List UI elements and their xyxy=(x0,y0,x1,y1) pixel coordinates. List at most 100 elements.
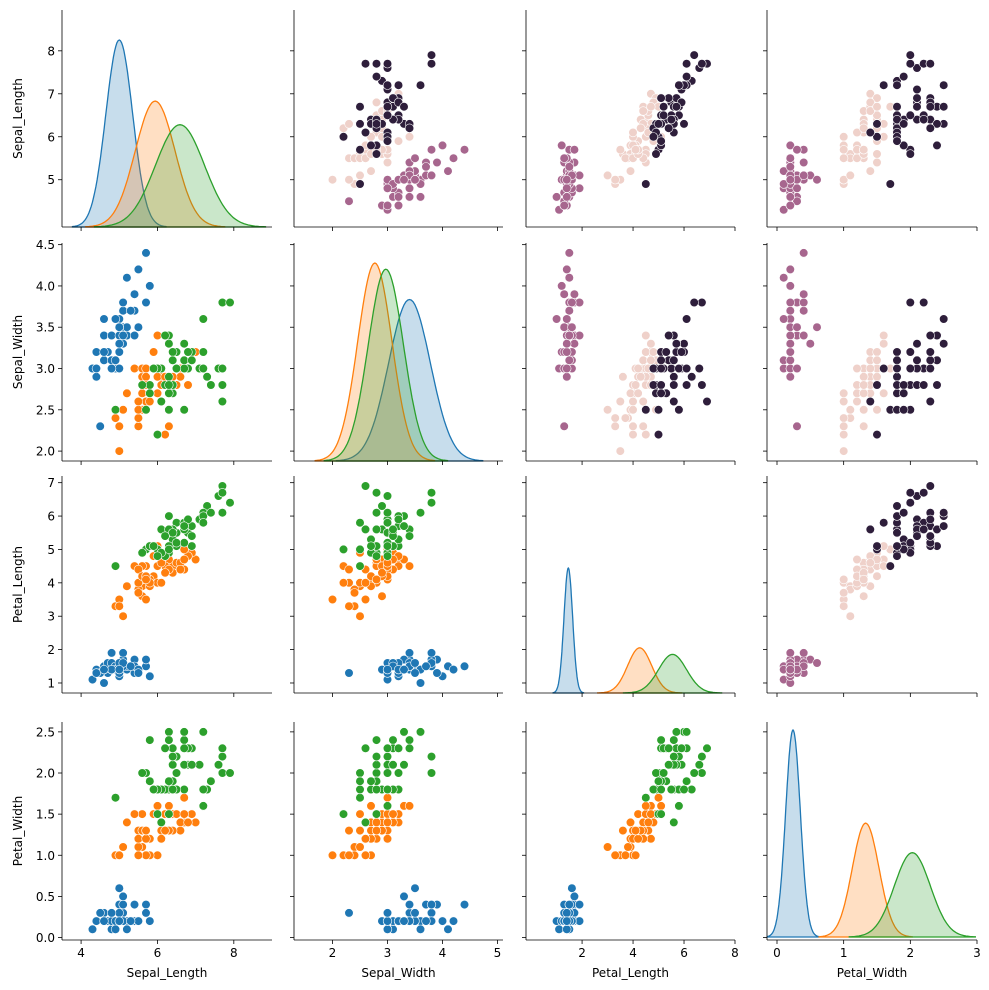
point-virginica-36 xyxy=(382,508,393,518)
point-virginica-6 xyxy=(382,491,393,501)
point-virginica-36 xyxy=(217,508,227,518)
point-versicolor-40 xyxy=(355,825,365,836)
point-versicolor-46 xyxy=(852,363,862,374)
point-versicolor-13 xyxy=(839,132,849,142)
point-virginica-46 xyxy=(179,538,189,548)
point-setosa-43 xyxy=(785,200,795,211)
point-versicolor-10 xyxy=(122,388,132,398)
point-versicolor-43 xyxy=(852,396,862,407)
point-versicolor-2 xyxy=(872,347,882,357)
point-virginica-46 xyxy=(179,743,189,753)
point-setosa-15 xyxy=(785,140,795,150)
point-virginica-39 xyxy=(648,363,659,374)
point-versicolor-13 xyxy=(152,850,163,860)
point-virginica-15 xyxy=(371,735,382,745)
x-axis-title-Petal_Width: Petal_Width xyxy=(837,966,907,980)
point-virginica-49 xyxy=(925,531,935,541)
point-setosa-39 xyxy=(91,363,101,374)
point-versicolor-9 xyxy=(175,825,185,836)
point-virginica-44 xyxy=(925,347,935,357)
kde-virginica-Sepal_Length xyxy=(93,124,267,228)
point-virginica-50 xyxy=(149,363,159,374)
point-setosa-48 xyxy=(99,916,109,926)
point-versicolor-50 xyxy=(141,825,151,836)
point-virginica-49 xyxy=(925,123,935,133)
point-versicolor-48 xyxy=(859,123,869,133)
point-versicolor-34 xyxy=(366,801,376,811)
point-setosa-44 xyxy=(812,658,822,668)
point-virginica-32 xyxy=(225,768,235,778)
point-virginica-8 xyxy=(202,372,212,382)
point-setosa-15 xyxy=(145,916,155,926)
point-versicolor-28 xyxy=(382,793,393,803)
point-versicolor-36 xyxy=(641,801,651,811)
point-virginica-37 xyxy=(932,119,942,129)
point-virginica-4 xyxy=(164,372,174,382)
point-setosa-48 xyxy=(562,347,572,357)
y-tick-label: 7 xyxy=(47,87,55,101)
point-virginica-6 xyxy=(694,363,704,374)
point-setosa-37 xyxy=(133,916,143,926)
point-setosa-44 xyxy=(410,658,420,668)
y-tick-label: 6 xyxy=(47,510,55,524)
point-virginica-35 xyxy=(865,524,875,535)
panel-Sepal_Length-vs-Petal_Width xyxy=(763,10,978,231)
point-versicolor-11 xyxy=(839,446,849,456)
point-setosa-49 xyxy=(126,916,136,926)
point-virginica-35 xyxy=(865,396,875,407)
point-versicolor-13 xyxy=(338,578,349,588)
point-versicolor-30 xyxy=(615,145,625,155)
point-virginica-36 xyxy=(925,59,935,69)
point-setosa-17 xyxy=(432,668,442,678)
point-virginica-22 xyxy=(651,149,661,159)
point-versicolor-28 xyxy=(653,793,664,803)
point-setosa-38 xyxy=(110,314,121,324)
point-setosa-17 xyxy=(129,289,140,299)
point-setosa-19 xyxy=(792,145,802,155)
point-virginica-23 xyxy=(371,488,382,498)
point-setosa-15 xyxy=(437,916,448,926)
point-versicolor-36 xyxy=(404,561,415,571)
point-setosa-32 xyxy=(799,157,809,168)
point-versicolor-32 xyxy=(839,413,849,423)
point-virginica-42 xyxy=(187,355,197,365)
point-virginica-32 xyxy=(905,498,915,508)
point-virginica-30 xyxy=(879,80,889,90)
point-versicolor-27 xyxy=(183,817,193,828)
point-versicolor-15 xyxy=(377,591,387,601)
x-tick-label: 6 xyxy=(154,946,162,960)
point-versicolor-4 xyxy=(133,421,143,431)
point-setosa-45 xyxy=(799,648,809,658)
point-setosa-23 xyxy=(99,678,109,688)
point-setosa-46 xyxy=(382,664,393,675)
point-virginica-45 xyxy=(179,339,189,349)
point-setosa-44 xyxy=(114,883,124,893)
point-setosa-16 xyxy=(141,899,151,910)
point-virginica-50 xyxy=(382,541,393,551)
point-versicolor-30 xyxy=(839,145,849,155)
point-setosa-38 xyxy=(415,924,426,934)
point-setosa-33 xyxy=(779,166,789,176)
point-versicolor-37 xyxy=(872,102,882,112)
point-virginica-47 xyxy=(355,776,365,786)
point-virginica-43 xyxy=(366,140,376,150)
point-setosa-15 xyxy=(557,140,567,150)
y-tick-label: 2.0 xyxy=(36,767,55,781)
point-setosa-34 xyxy=(448,664,459,675)
point-virginica-10 xyxy=(939,314,949,324)
point-setosa-44 xyxy=(410,175,420,185)
point-setosa-50 xyxy=(785,664,795,675)
point-virginica-36 xyxy=(217,743,227,753)
point-virginica-10 xyxy=(198,727,208,737)
point-versicolor-12 xyxy=(633,809,643,819)
x-tick-label: 4 xyxy=(439,946,447,960)
point-setosa-23 xyxy=(551,192,562,202)
point-virginica-30 xyxy=(674,363,684,374)
point-virginica-30 xyxy=(879,363,889,374)
panel-Sepal_Width-vs-Petal_Length xyxy=(522,243,736,465)
point-versicolor-43 xyxy=(145,396,155,407)
point-versicolor-34 xyxy=(879,388,889,398)
point-virginica-36 xyxy=(217,363,227,374)
point-virginica-35 xyxy=(156,817,166,828)
point-setosa-44 xyxy=(114,322,124,332)
